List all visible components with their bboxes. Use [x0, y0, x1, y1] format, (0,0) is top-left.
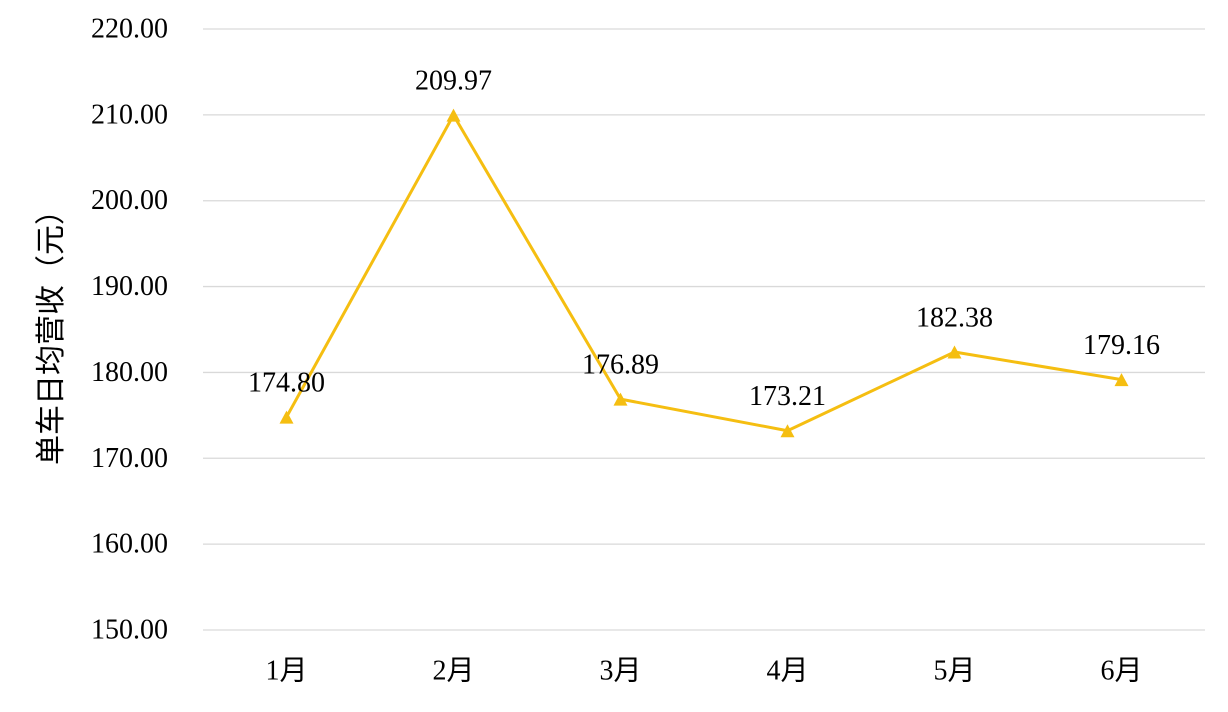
series-markers — [279, 108, 1129, 438]
x-tick-label: 4月 — [766, 656, 808, 687]
data-point-marker — [279, 410, 294, 424]
y-tick-label: 150.00 — [91, 615, 168, 646]
y-axis-tick-labels: 150.00 160.00 170.00 180.00 190.00 200.00 210.… — [91, 14, 168, 646]
y-tick-label: 200.00 — [91, 185, 168, 216]
data-point-marker — [947, 345, 962, 359]
data-label: 174.80 — [248, 368, 325, 399]
data-point-marker — [1114, 373, 1129, 387]
data-point-marker — [780, 424, 795, 438]
x-tick-label: 5月 — [933, 656, 975, 687]
series-line — [285, 113, 1122, 433]
y-tick-label: 210.00 — [91, 99, 168, 130]
y-tick-label: 160.00 — [91, 529, 168, 560]
data-label: 179.16 — [1083, 330, 1160, 361]
x-tick-label: 6月 — [1100, 656, 1142, 687]
gridlines — [203, 28, 1205, 631]
x-axis-tick-labels: 1月 2月 3月 4月 5月 6月 — [265, 656, 1142, 687]
data-label: 182.38 — [916, 302, 993, 333]
data-label: 209.97 — [415, 66, 492, 97]
y-tick-label: 180.00 — [91, 357, 168, 388]
data-labels: 174.80 209.97 176.89 173.21 182.38 179.16 — [248, 66, 1160, 413]
x-tick-label: 1月 — [265, 656, 307, 687]
x-tick-label: 3月 — [599, 656, 641, 687]
data-point-marker — [446, 108, 461, 122]
series-line-group — [285, 113, 1122, 433]
y-axis-title: 单车日均营收（元） — [35, 195, 68, 465]
data-label: 173.21 — [749, 381, 826, 412]
x-tick-label: 2月 — [432, 656, 474, 687]
data-point-marker — [613, 392, 628, 406]
y-tick-label: 170.00 — [91, 443, 168, 474]
y-tick-label: 190.00 — [91, 271, 168, 302]
y-tick-label: 220.00 — [91, 14, 168, 45]
data-label: 176.89 — [582, 350, 659, 381]
